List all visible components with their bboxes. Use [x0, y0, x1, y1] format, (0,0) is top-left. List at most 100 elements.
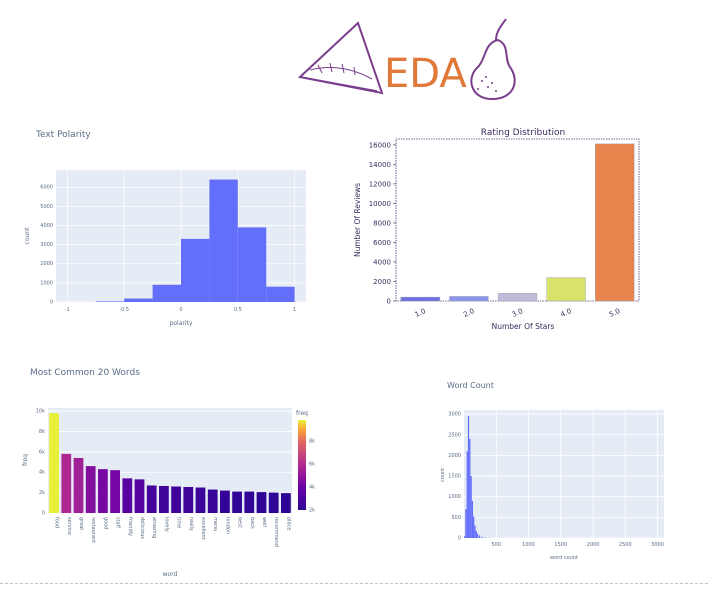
bar — [171, 486, 181, 513]
eda-banner: EDA — [297, 18, 516, 101]
bar — [281, 493, 291, 513]
y-tick-label: 2000 — [448, 453, 461, 459]
histogram-bar — [209, 179, 238, 302]
bar — [110, 470, 120, 513]
y-axis-label: count — [24, 227, 31, 245]
y-tick-label: 0 — [458, 536, 461, 542]
histogram-bar — [266, 286, 295, 302]
x-axis-label: Number Of Stars — [492, 322, 555, 331]
x-tick-label: 500 — [491, 542, 501, 548]
x-tick-label: good — [102, 517, 108, 529]
word-count-chart: Word Count 0 500 1000 1500 2000 2500 3000 500 10… — [440, 381, 664, 561]
bar — [546, 277, 586, 302]
x-tick-label: london — [224, 517, 230, 534]
x-tick-label: 2.0 — [462, 307, 475, 319]
bar — [183, 487, 194, 513]
chart-title: Word Count — [447, 381, 494, 390]
bar — [244, 491, 255, 513]
x-tick-label: 0 — [179, 307, 182, 313]
x-tick-label: 5.0 — [608, 307, 621, 319]
x-tick-label: amazing — [151, 517, 157, 538]
x-tick-label: excellent — [200, 517, 206, 540]
bar — [232, 491, 242, 513]
y-tick-label: 6000 — [373, 239, 391, 247]
bar — [49, 413, 59, 513]
y-tick-label: 14000 — [369, 161, 391, 169]
plot-background — [464, 410, 664, 538]
x-tick-label: 2500 — [619, 542, 632, 548]
x-tick-label: time — [176, 517, 182, 528]
y-tick-label: 1500 — [448, 474, 461, 480]
x-tick-label: 1.0 — [414, 307, 427, 319]
bar — [449, 296, 489, 302]
x-tick-label: really — [188, 517, 194, 531]
histogram-bar — [474, 525, 476, 538]
x-tick-label: friendly — [127, 517, 133, 536]
bar — [134, 479, 145, 513]
y-tick-label: 8000 — [373, 219, 391, 227]
histogram-bar — [469, 438, 471, 538]
histogram-bar — [95, 301, 125, 302]
histogram-bar — [484, 537, 486, 538]
bar — [146, 485, 157, 513]
y-tick-label: 4000 — [40, 223, 53, 229]
histogram-bar — [471, 500, 474, 538]
x-tick-label: food — [54, 517, 60, 528]
y-tick-label: 3000 — [448, 412, 461, 418]
rating-distribution-chart: Rating Distribution 0 2000 4000 6000 8000 100… — [353, 128, 640, 331]
x-axis-label: polarity — [170, 320, 193, 327]
bar — [85, 466, 96, 513]
y-tick-label: 2500 — [448, 432, 461, 438]
x-tick-label: 0.5 — [234, 307, 242, 313]
x-tick-label: well — [261, 517, 267, 527]
y-tick-label: 500 — [451, 515, 461, 521]
x-tick-label: 1500 — [554, 542, 567, 548]
x-tick-label: 4.0 — [559, 307, 572, 319]
x-tick-label: 3000 — [651, 542, 664, 548]
histogram-bar — [124, 298, 153, 302]
y-tick-label: 1000 — [448, 494, 461, 500]
watermelon-icon — [297, 21, 384, 95]
y-axis-label: count — [440, 468, 446, 482]
y-tick-label: 10k — [36, 409, 45, 415]
y-tick-label: 10000 — [369, 200, 391, 208]
plot-background — [48, 408, 292, 513]
x-axis-label: word — [163, 571, 178, 578]
histogram-bar — [467, 416, 470, 538]
x-tick-label: great — [78, 517, 84, 530]
histogram-bar — [473, 516, 475, 538]
histogram-bar — [466, 451, 468, 538]
bar — [122, 478, 133, 513]
x-tick-label: lovely — [163, 517, 169, 532]
histogram-bar — [478, 535, 481, 538]
y-axis-label: freq — [22, 454, 29, 466]
x-tick-label: -0.5 — [119, 307, 129, 313]
x-tick-label: menu — [212, 517, 218, 531]
x-tick-label: place — [285, 517, 291, 530]
page-divider — [0, 583, 708, 584]
chart-title: Most Common 20 Words — [30, 368, 140, 378]
bar — [61, 453, 72, 513]
colorbar-tick-label: 4k — [309, 484, 315, 490]
colorbar-tick-label: 8k — [309, 439, 315, 445]
x-tick-label: 1000 — [522, 542, 535, 548]
y-tick-label: 1000 — [40, 280, 53, 286]
colorbar-tick-label: 2k — [309, 507, 315, 513]
bar — [256, 492, 267, 513]
y-tick-label: 5000 — [40, 204, 53, 210]
chart-title: Rating Distribution — [481, 128, 565, 138]
histogram-bar — [181, 238, 210, 302]
y-tick-label: 2k — [39, 490, 45, 496]
x-tick-label: 1 — [293, 307, 296, 313]
bar — [268, 492, 279, 513]
y-tick-label: 2000 — [40, 261, 53, 267]
histogram-bar — [152, 284, 181, 302]
y-tick-label: 0 — [387, 298, 391, 306]
x-tick-label: restaurant — [90, 517, 96, 543]
common-words-chart: Most Common 20 Words 0 2k 4k 6k 8k 10k food ser… — [22, 368, 315, 578]
x-tick-label: delicious — [139, 517, 145, 539]
histogram-bar — [464, 536, 466, 538]
y-tick-label: 4000 — [373, 258, 391, 266]
x-tick-label: back — [249, 517, 255, 529]
bar — [73, 457, 84, 513]
